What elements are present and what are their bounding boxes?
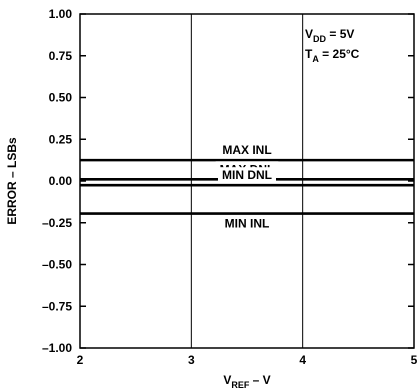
y-tick-label: 1.00 (49, 7, 73, 21)
condition-annotation: VDD = 5V (305, 27, 354, 44)
annotations: VDD = 5V TA = 25°C (305, 27, 360, 64)
series-label-text: MAX INL (222, 143, 271, 157)
series-label-bg (218, 167, 276, 184)
y-tick-label: 0.50 (49, 91, 73, 105)
x-tick-label: 4 (299, 353, 306, 367)
grid-lines (190, 14, 304, 348)
y-tick-label: 0.75 (49, 49, 73, 63)
y-tick-label: –0.50 (42, 258, 72, 272)
series-label-text: MIN DNL (222, 168, 272, 182)
series-label: MIN INL (220, 215, 274, 232)
y-axis-title: ERROR – LSBs (5, 137, 19, 225)
x-axis-title: VREF – V (223, 373, 270, 390)
series-label-text: MIN INL (225, 217, 270, 231)
x-tick-label: 5 (411, 353, 418, 367)
series-label-bg (220, 215, 274, 232)
x-tick-label: 3 (188, 353, 195, 367)
y-tick-label: 0.00 (49, 174, 73, 188)
series-label: MIN DNL (218, 167, 276, 184)
condition-annotation: TA = 25°C (305, 47, 360, 64)
series-label-bg (218, 142, 276, 159)
x-tick-label: 2 (77, 353, 84, 367)
y-tick-label: –1.00 (42, 341, 72, 355)
y-tick-label: –0.25 (42, 216, 72, 230)
y-tick-label: –0.75 (42, 299, 72, 313)
series-label: MAX INL (218, 142, 276, 159)
axis-ticks: 1.00 0.75 0.50 0.25 0.00 –0.25 –0.50 –0.75 –1.00… (42, 7, 418, 367)
y-tick-label: 0.25 (49, 132, 73, 146)
